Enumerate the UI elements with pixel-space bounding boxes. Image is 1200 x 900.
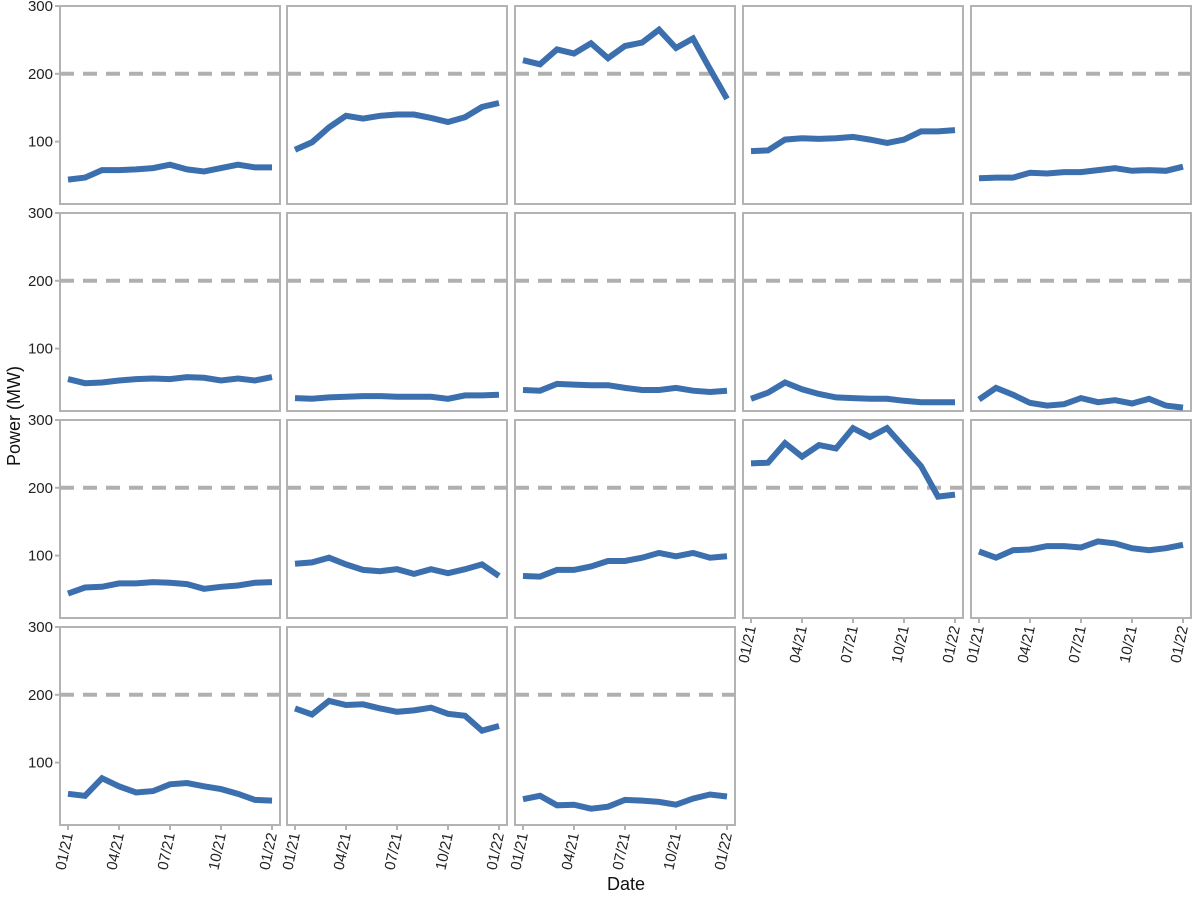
series-line	[977, 384, 1184, 411]
series-line	[978, 163, 1184, 182]
panel-frame	[514, 419, 736, 619]
y-tick-label: 100	[28, 755, 53, 772]
panel-frame	[286, 419, 508, 619]
series-line	[67, 374, 273, 387]
x-tick-label: 10/21	[432, 831, 456, 871]
panel-12	[286, 419, 508, 619]
series-line	[522, 549, 728, 580]
x-tick-label: 01/21	[963, 624, 987, 664]
x-tick-label: 04/21	[330, 831, 354, 871]
series-line	[67, 774, 273, 804]
panel-6: 100 200 300	[28, 205, 281, 412]
x-tick-label: 10/21	[205, 831, 229, 871]
x-tick-label: 01/22	[939, 624, 963, 664]
panel-grid: 100 200 300 100 200 300 100 200 300 01/21 04/21 07/…	[28, 0, 1192, 872]
panel-2	[286, 5, 508, 205]
panel-9	[742, 212, 964, 412]
series-line	[750, 424, 956, 500]
series-line	[522, 380, 728, 396]
panel-15: 01/21 04/21 07/21 10/21 01/22	[963, 419, 1192, 665]
series-line	[749, 379, 955, 406]
y-tick-label: 300	[28, 619, 53, 636]
panel-3	[514, 5, 736, 205]
series-line	[522, 25, 730, 101]
panel-frame	[970, 212, 1192, 412]
series-line	[522, 791, 728, 812]
x-tick-label: 01/21	[52, 831, 76, 871]
y-tick-label: 200	[28, 66, 53, 83]
panel-frame	[742, 212, 964, 412]
y-tick-label: 100	[28, 341, 53, 358]
panel-16: 100 200 300 01/21 04/21 07/21 10/21 01/22	[28, 619, 281, 872]
y-tick-label: 200	[28, 480, 53, 497]
panel-7	[286, 212, 508, 412]
x-tick-label: 07/21	[154, 831, 178, 871]
x-tick-label: 04/21	[1014, 624, 1038, 664]
panel-4	[742, 5, 964, 205]
x-tick-label: 10/21	[660, 831, 684, 871]
panel-frame	[59, 5, 281, 205]
panel-17: 01/21 04/21 07/21 10/21 01/22	[279, 626, 508, 872]
x-tick-label: 04/21	[558, 831, 582, 871]
panel-10	[970, 212, 1192, 412]
panel-frame	[286, 212, 508, 412]
x-tick-label: 10/21	[888, 624, 912, 664]
panel-14: 01/21 04/21 07/21 10/21 01/22	[735, 419, 964, 665]
x-tick-label: 04/21	[103, 831, 127, 871]
panel-frame	[514, 5, 736, 205]
x-tick-label: 07/21	[1065, 624, 1089, 664]
x-tick-label: 07/21	[609, 831, 633, 871]
series-line	[66, 579, 273, 597]
x-tick-label: 01/22	[483, 831, 507, 871]
series-line	[750, 127, 956, 155]
x-tick-label: 01/21	[507, 831, 531, 871]
panel-frame	[970, 419, 1192, 619]
panel-frame	[59, 212, 281, 412]
series-line	[293, 100, 500, 153]
x-tick-label: 07/21	[837, 624, 861, 664]
x-tick-label: 01/22	[256, 831, 280, 871]
series-line	[294, 391, 500, 402]
panel-18: 01/21 04/21 07/21 10/21 01/22	[507, 626, 736, 872]
y-tick-label: 100	[28, 548, 53, 565]
series-line	[67, 161, 272, 183]
panel-frame	[514, 212, 736, 412]
y-tick-label: 200	[28, 687, 53, 704]
y-tick-label: 300	[28, 0, 53, 15]
panel-11: 100 200 300	[28, 412, 281, 619]
series-line	[977, 538, 1184, 561]
panel-8	[514, 212, 736, 412]
panel-13	[514, 419, 736, 619]
y-tick-label: 100	[28, 134, 53, 151]
series-line	[294, 554, 501, 579]
panel-frame	[970, 5, 1192, 205]
x-tick-label: 04/21	[786, 624, 810, 664]
x-tick-label: 01/22	[711, 831, 735, 871]
x-tick-label: 10/21	[1116, 624, 1140, 664]
y-tick-label: 200	[28, 273, 53, 290]
x-tick-label: 01/21	[735, 624, 759, 664]
y-tick-label: 300	[28, 412, 53, 429]
panel-frame	[286, 5, 508, 205]
y-axis-title: Power (MW)	[4, 366, 24, 466]
panel-5	[970, 5, 1192, 205]
x-axis-title: Date	[607, 874, 645, 894]
series-line	[293, 697, 500, 735]
panel-frame	[59, 419, 281, 619]
panel-1: 100 200 300	[28, 0, 281, 205]
y-tick-label: 300	[28, 205, 53, 222]
x-tick-label: 01/22	[1167, 624, 1191, 664]
x-tick-label: 01/21	[279, 831, 303, 871]
panel-frame	[742, 5, 964, 205]
x-tick-label: 07/21	[381, 831, 405, 871]
